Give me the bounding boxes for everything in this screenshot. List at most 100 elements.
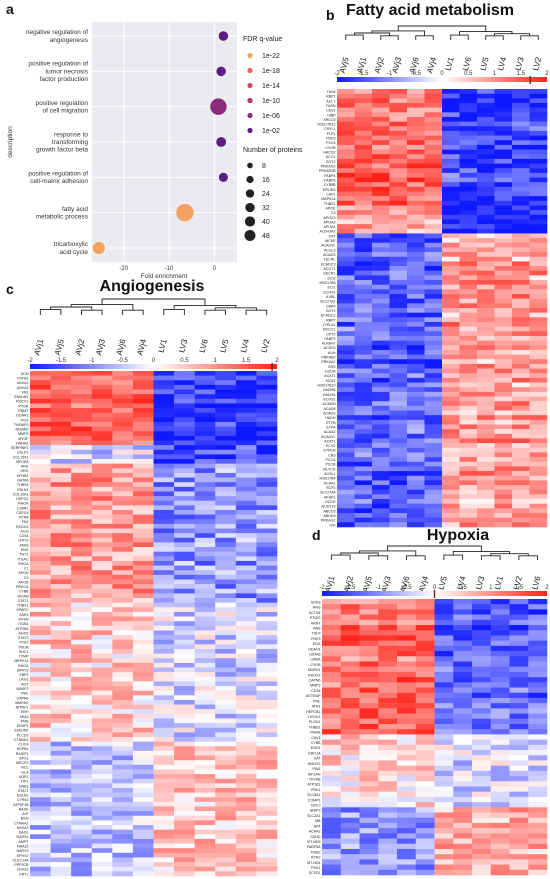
heatmap-cell	[528, 671, 548, 678]
heatmap-row-label: ACADVL	[321, 244, 335, 248]
heatmap-row-label: HSD17B8	[320, 281, 336, 285]
heatmap-cell	[215, 639, 237, 645]
heatmap-cell	[256, 519, 278, 525]
heatmap-cell	[442, 312, 460, 318]
heatmap-cell	[354, 126, 373, 132]
heatmap-cell	[494, 401, 513, 407]
heatmap-cell	[50, 834, 72, 840]
heatmap-cell	[153, 560, 175, 566]
heatmap-cell	[424, 214, 443, 220]
heatmap-cell	[340, 729, 360, 735]
heatmap-cell	[407, 331, 425, 337]
heatmap-cell	[407, 121, 425, 127]
heatmap-cell	[415, 651, 435, 657]
heatmap-cell	[91, 723, 113, 729]
heatmap-cell	[235, 528, 257, 534]
heatmap-row-label: TJP1	[20, 780, 28, 784]
heatmap-cell	[424, 317, 443, 323]
heatmap-cell	[529, 242, 548, 248]
heatmap-cell	[112, 547, 134, 552]
heatmap-cell	[359, 848, 379, 855]
heatmap-row-label: AGTRAP	[306, 694, 321, 698]
dendrogram-branch	[368, 555, 389, 560]
heatmap-cell	[174, 815, 195, 821]
heatmap-cell	[174, 570, 195, 576]
heatmap-cell	[215, 459, 237, 464]
heatmap-cell	[50, 468, 72, 474]
heatmap-cell	[132, 542, 154, 548]
heatmap-row-label: MAPK14	[321, 197, 335, 201]
heatmap-cell	[494, 471, 513, 477]
heatmap-cell	[453, 729, 473, 735]
heatmap-cell	[30, 593, 51, 599]
heatmap-cell	[340, 656, 360, 662]
heatmap-cell	[477, 303, 495, 309]
heatmap-cell	[359, 630, 379, 636]
colorbar-tick-label: 0	[433, 585, 437, 591]
heatmap-cell	[215, 463, 237, 469]
heatmap-cell	[71, 834, 93, 840]
heatmap-cell	[494, 242, 513, 248]
heatmap-cell	[337, 200, 355, 206]
heatmap-cell	[194, 658, 216, 664]
heatmap-cell	[442, 461, 460, 467]
heatmap-cell	[434, 651, 454, 657]
heatmap-cell	[30, 667, 51, 673]
heatmap-row-label: JAM3	[19, 543, 28, 547]
heatmap-cell	[407, 130, 425, 136]
heatmap-cell	[256, 403, 278, 409]
heatmap-cell	[71, 547, 93, 552]
heatmap-row-label: PDK1	[311, 866, 320, 870]
heatmap-cell	[215, 375, 237, 381]
heatmap-cell	[340, 630, 360, 636]
heatmap-cell	[71, 755, 93, 761]
heatmap-row-label: PMHB	[310, 731, 321, 735]
heatmap-cell	[372, 438, 390, 444]
heatmap-cell	[215, 690, 237, 696]
heatmap-cell	[153, 505, 175, 511]
panel-a-category-label: positive regulation of cell migration	[36, 100, 89, 115]
heatmap-cell	[407, 326, 425, 332]
heatmap-row-label: ITGB1	[18, 622, 28, 626]
heatmap-cell	[153, 787, 175, 793]
heatmap-cell	[354, 149, 373, 155]
heatmap-row-label: THBS1	[309, 725, 321, 729]
heatmap-cell	[91, 593, 113, 599]
heatmap-cell	[71, 523, 93, 529]
heatmap-cell	[459, 335, 478, 341]
heatmap-cell	[256, 611, 278, 617]
heatmap-cell	[194, 375, 216, 381]
heatmap-cell	[174, 454, 195, 460]
heatmap-cell	[91, 598, 113, 603]
heatmap-cell	[354, 214, 373, 220]
heatmap-cell	[509, 843, 529, 850]
heatmap-cell	[354, 242, 373, 248]
heatmap-cell	[528, 614, 548, 621]
heatmap-cell	[153, 644, 175, 650]
heatmap-cell	[322, 599, 342, 605]
heatmap-cell	[50, 394, 72, 400]
heatmap-cell	[512, 200, 530, 206]
heatmap-cell	[194, 644, 216, 650]
heatmap-cell	[174, 871, 195, 877]
heatmap-row-label: HSD17B12	[318, 123, 336, 127]
heatmap-cell	[322, 640, 342, 647]
heatmap-cell	[215, 528, 237, 534]
heatmap-cell	[453, 671, 473, 678]
heatmap-cell	[509, 599, 529, 605]
heatmap-cell	[174, 713, 195, 719]
heatmap-cell	[235, 630, 257, 636]
heatmap-cell	[174, 417, 195, 423]
heatmap-cell	[372, 214, 390, 220]
heatmap-cell	[50, 820, 72, 826]
heatmap-cell	[340, 687, 360, 694]
heatmap-cell	[424, 349, 443, 355]
heatmap-cell	[132, 588, 154, 594]
heatmap-cell	[378, 848, 398, 855]
heatmap-cell	[91, 732, 113, 738]
heatmap-cell	[372, 182, 390, 188]
heatmap-cell	[235, 459, 257, 464]
heatmap-cell	[509, 666, 529, 673]
heatmap-row-label: ERO1A	[308, 751, 321, 755]
heatmap-cell	[337, 168, 355, 174]
